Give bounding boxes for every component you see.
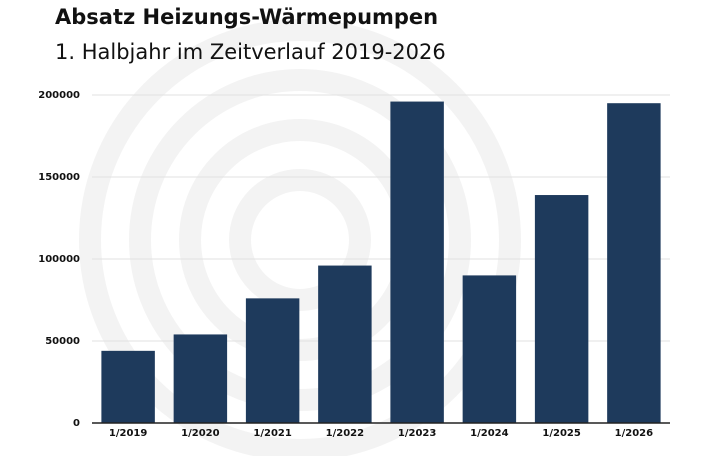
y-tick-label: 150000 (38, 172, 80, 183)
bar (534, 195, 589, 423)
bar (101, 350, 155, 423)
bar (245, 298, 300, 423)
x-tick-label: 1/2024 (470, 428, 508, 439)
x-tick-label: 1/2025 (542, 428, 580, 439)
chart-subtitle: 1. Halbjahr im Zeitverlauf 2019-2026 (55, 40, 446, 64)
x-tick-label: 1/2026 (615, 428, 653, 439)
x-tick-label: 1/2019 (109, 428, 147, 439)
watermark (79, 19, 521, 456)
bar (462, 275, 517, 423)
bar (607, 103, 661, 423)
y-tick-label: 50000 (45, 336, 80, 347)
x-tick-label: 1/2023 (398, 428, 436, 439)
y-tick-label: 0 (73, 418, 80, 429)
bar (390, 101, 444, 423)
x-tick-label: 1/2020 (181, 428, 219, 439)
bar (173, 334, 228, 423)
x-tick-label: 1/2022 (326, 428, 364, 439)
bar (318, 265, 372, 423)
y-tick-label: 100000 (38, 254, 80, 265)
y-tick-label: 200000 (38, 90, 80, 101)
x-tick-label: 1/2021 (253, 428, 291, 439)
chart-title: Absatz Heizungs-Wärmepumpen (55, 5, 438, 29)
